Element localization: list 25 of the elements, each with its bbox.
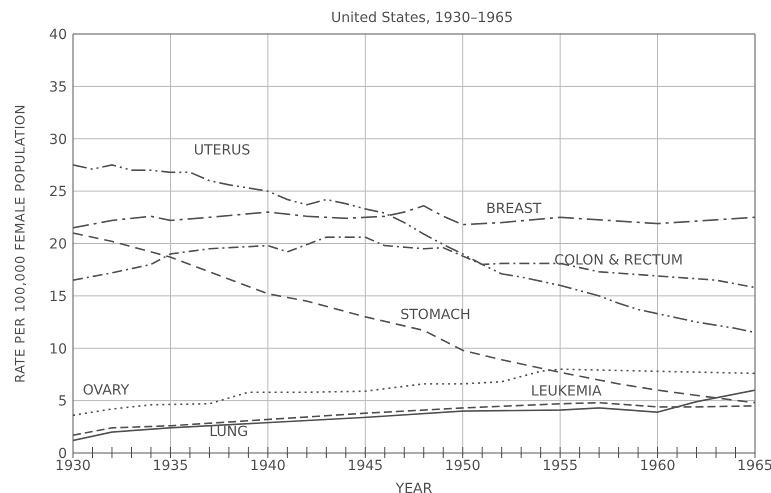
y-tick-label: 35 [49, 79, 67, 96]
x-tick-label: 1960 [640, 458, 676, 474]
y-tick-label: 30 [49, 132, 67, 148]
x-tick-label: 1930 [55, 458, 91, 474]
y-tick-label: 20 [49, 236, 67, 252]
y-tick-label: 10 [49, 341, 67, 358]
x-tick-label: 1940 [250, 458, 286, 474]
series-label: LEUKEMIA [530, 383, 602, 400]
series-label: UTERUS [194, 142, 250, 158]
x-tick-label: 1950 [444, 458, 481, 474]
series-label: COLON & RECTUM [554, 252, 683, 268]
series-label: OVARY [82, 382, 130, 398]
chart-title: United States, 1930–1965 [330, 10, 514, 26]
x-tick-label: 1935 [152, 458, 188, 474]
series-label: LUNG [209, 424, 248, 440]
y-tick-label: 15 [49, 288, 67, 305]
y-tick-label: 5 [58, 394, 67, 410]
x-tick-label: 1945 [347, 458, 384, 474]
y-axis-title: RATE PER 100,000 FEMALE POPULATION [14, 104, 29, 383]
series-label: STOMACH [400, 306, 471, 323]
y-tick-label: 40 [49, 27, 67, 43]
series-label: BREAST [486, 201, 542, 218]
x-tick-label: 1955 [542, 458, 578, 474]
x-axis-title: YEAR [394, 481, 433, 493]
y-tick-label: 25 [49, 184, 67, 200]
